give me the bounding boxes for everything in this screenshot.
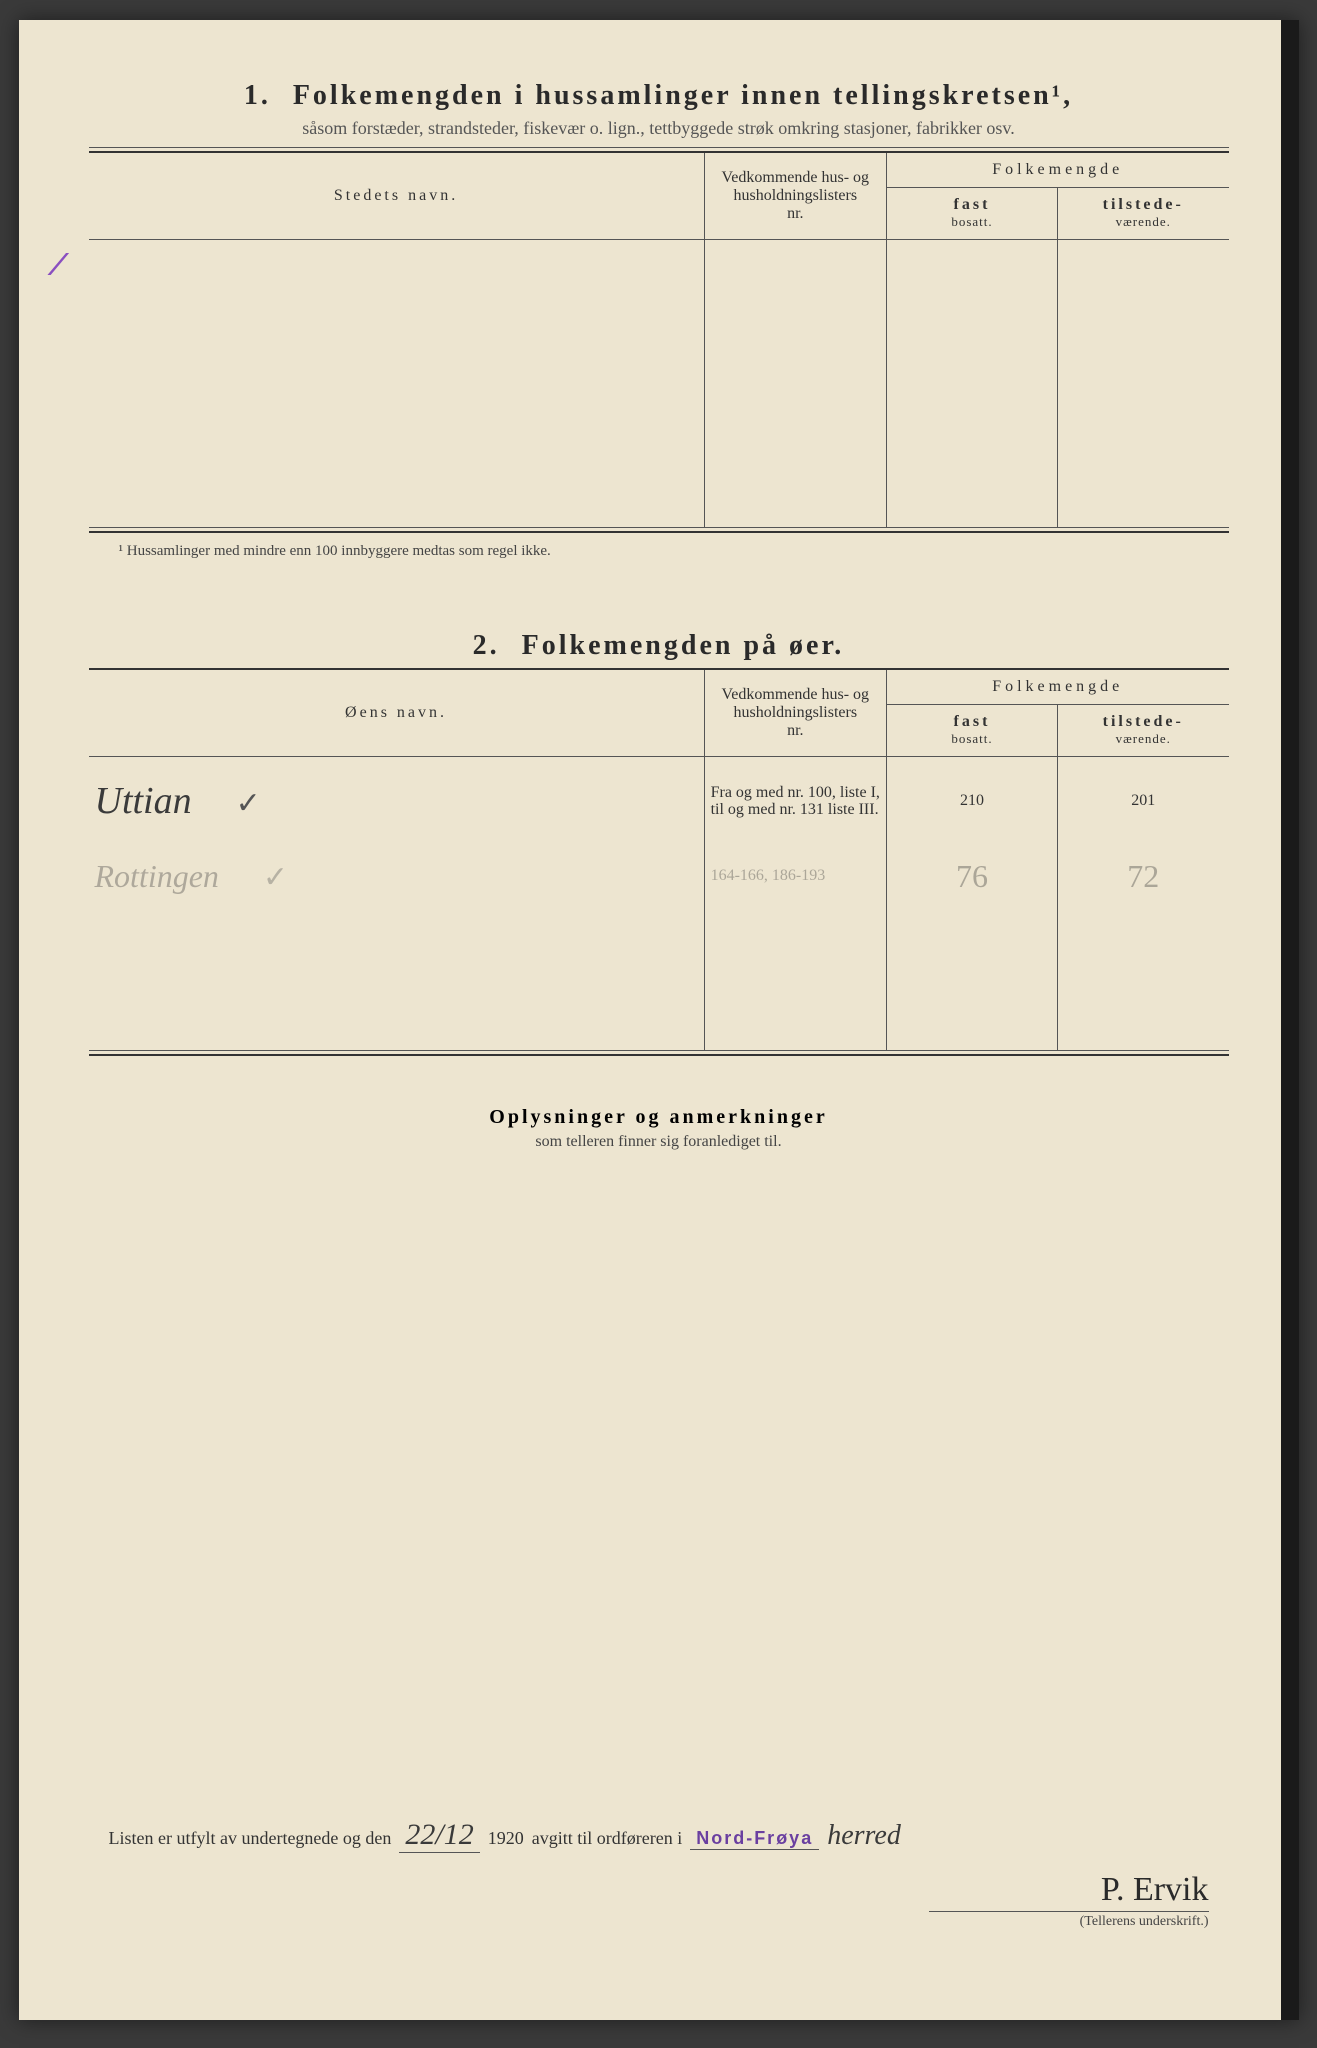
- col-folkemengde: Folkemengde: [886, 153, 1228, 187]
- col-folkemengde2: Folkemengde: [886, 670, 1228, 704]
- list-numbers: 164-166, 186-193: [704, 846, 886, 906]
- col-vedkommende: Vedkommende hus- og husholdningslisters …: [704, 153, 886, 239]
- section1-table: Stedets navn. Vedkommende hus- og hushol…: [89, 153, 1229, 527]
- census-form-page: ⟋ 1. Folkemengden i hussamlinger innen t…: [19, 20, 1299, 2020]
- footer-year: 1920: [488, 1828, 524, 1849]
- col-fast: fast bosatt.: [886, 187, 1057, 239]
- checkmark-icon: ✓: [263, 860, 288, 895]
- section1-footnote: ¹ Hussamlinger med mindre enn 100 innbyg…: [119, 543, 1229, 560]
- col-fast2: fast bosatt.: [886, 704, 1057, 756]
- island-name: Rottingen: [95, 858, 219, 894]
- footer-herred: herred: [827, 1820, 901, 1852]
- col-vedkommende2: Vedkommende hus- og husholdningslisters …: [704, 670, 886, 756]
- col-tilstede: tilstede- værende.: [1057, 187, 1228, 239]
- list-numbers: Fra og med nr. 100, liste I, til og med …: [704, 756, 886, 846]
- signature: P. Ervik: [109, 1871, 1209, 1909]
- section2-title-text: Folkemengden på øer.: [522, 630, 845, 661]
- tilstede-value: 72: [1057, 846, 1228, 906]
- col-oens-navn: Øens navn.: [89, 670, 705, 756]
- fast-bosatt-value: 76: [886, 846, 1057, 906]
- island-name: Uttian: [95, 780, 192, 822]
- section2-title: 2. Folkemengden på øer.: [89, 630, 1229, 662]
- section1-subtitle: såsom forstæder, strandsteder, fiskevær …: [89, 118, 1229, 139]
- col-tilstede2: tilstede- værende.: [1057, 704, 1228, 756]
- form-footer: Listen er utfylt av undertegnede og den …: [109, 1818, 1209, 1930]
- tilstede-value: 201: [1057, 756, 1228, 846]
- checkmark-icon: ✓: [236, 786, 261, 821]
- footer-date: 22/12: [399, 1818, 479, 1853]
- section2-number: 2.: [473, 630, 500, 661]
- section1-title-text: Folkemengden i hussamlinger innen tellin…: [293, 80, 1073, 111]
- footer-mid: avgitt til ordføreren i: [532, 1828, 682, 1849]
- fast-bosatt-value: 210: [886, 756, 1057, 846]
- footer-prefix: Listen er utfylt av undertegnede og den: [109, 1828, 392, 1849]
- island-row: Uttian ✓ Fra og med nr. 100, liste I, ti…: [89, 756, 1229, 846]
- island-row: Rottingen ✓ 164-166, 186-193 76 72: [89, 846, 1229, 906]
- section2-table: Øens navn. Vedkommende hus- og husholdni…: [89, 670, 1229, 1050]
- purple-stamp-mark: ⟋: [49, 250, 79, 268]
- section1-number: 1.: [244, 80, 271, 111]
- signature-label: (Tellerens underskrift.): [109, 1914, 1209, 1930]
- remarks-subtitle: som telleren finner sig foranlediget til…: [89, 1133, 1229, 1151]
- section1-title: 1. Folkemengden i hussamlinger innen tel…: [89, 80, 1229, 112]
- footer-district-stamp: Nord-Frøya: [690, 1828, 819, 1850]
- col-stedets-navn: Stedets navn.: [89, 153, 705, 239]
- remarks-title: Oplysninger og anmerkninger: [89, 1106, 1229, 1129]
